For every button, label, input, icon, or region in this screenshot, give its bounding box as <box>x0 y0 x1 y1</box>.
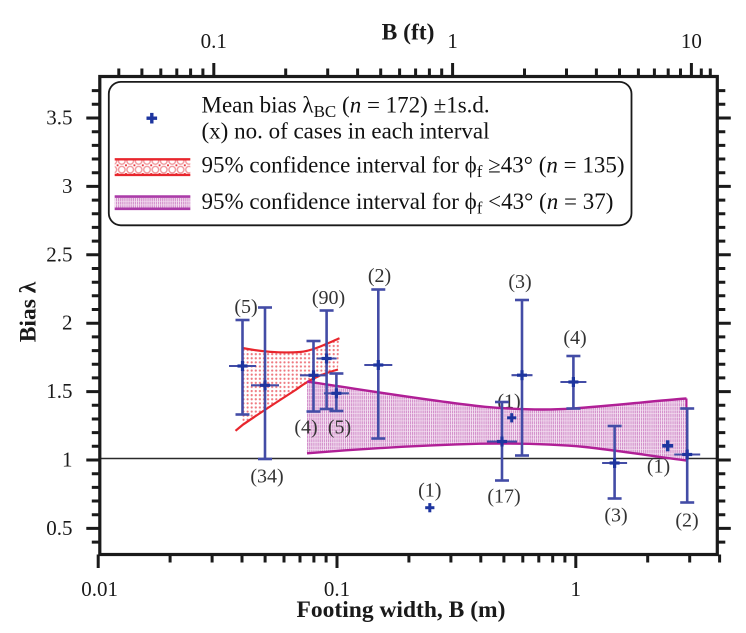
svg-text:(2): (2) <box>368 265 391 287</box>
svg-text:2: 2 <box>62 311 73 335</box>
svg-text:1.5: 1.5 <box>46 379 72 403</box>
svg-text:(1): (1) <box>647 456 670 478</box>
svg-text:1: 1 <box>62 448 73 472</box>
svg-text:(x) no. of cases in each inter: (x) no. of cases in each interval <box>202 118 490 143</box>
svg-text:(17): (17) <box>487 486 520 508</box>
svg-text:(2): (2) <box>675 510 698 532</box>
svg-text:2.5: 2.5 <box>46 242 72 266</box>
svg-text:(5): (5) <box>234 296 257 318</box>
svg-text:10: 10 <box>681 29 702 53</box>
svg-text:Mean bias λBC (n = 172) ±1s.d.: Mean bias λBC (n = 172) ±1s.d. <box>202 93 490 122</box>
svg-text:0.1: 0.1 <box>201 29 227 53</box>
svg-text:1: 1 <box>447 29 458 53</box>
svg-text:(34): (34) <box>250 466 283 488</box>
svg-text:95% confidence interval for ϕf: 95% confidence interval for ϕf <43° (n =… <box>202 189 614 218</box>
svg-text:(4): (4) <box>563 327 586 349</box>
svg-text:3: 3 <box>62 174 73 198</box>
svg-text:3.5: 3.5 <box>46 106 72 130</box>
svg-text:(3): (3) <box>508 271 531 293</box>
svg-text:Footing width, B (m): Footing width, B (m) <box>297 597 506 623</box>
svg-text:(1): (1) <box>418 480 441 502</box>
svg-text:(5): (5) <box>328 417 351 439</box>
svg-text:0.1: 0.1 <box>324 577 350 601</box>
svg-text:B (ft): B (ft) <box>382 20 435 46</box>
svg-text:1: 1 <box>571 577 582 601</box>
svg-text:(3): (3) <box>604 505 627 527</box>
svg-text:(4): (4) <box>294 417 317 439</box>
svg-text:0.5: 0.5 <box>46 516 72 540</box>
svg-text:(90): (90) <box>312 287 345 309</box>
svg-text:95% confidence interval for ϕf: 95% confidence interval for ϕf ≥43° (n =… <box>202 153 625 182</box>
svg-text:Bias λ: Bias λ <box>16 281 42 342</box>
svg-text:0.01: 0.01 <box>81 577 118 601</box>
